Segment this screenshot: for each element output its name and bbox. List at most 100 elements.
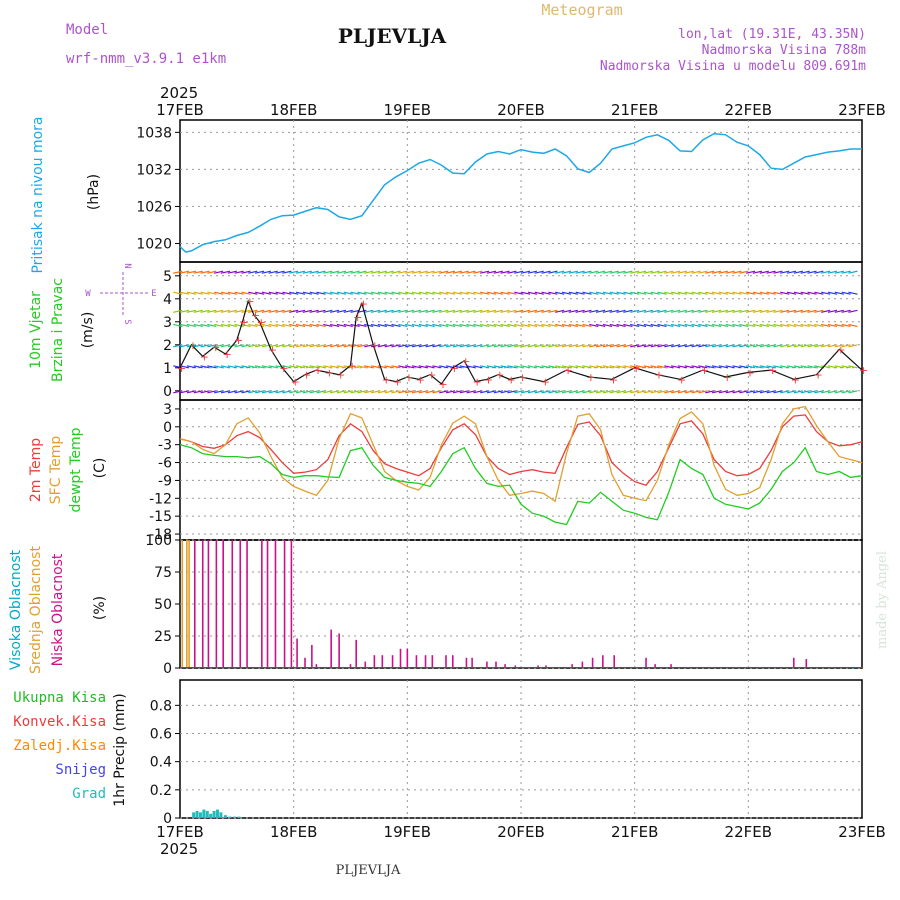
wind-barb-arrow xyxy=(623,309,633,313)
wind-speed-marker: + xyxy=(859,364,868,377)
wind-barb-arrow xyxy=(643,365,653,369)
wind-barb-arrow xyxy=(677,323,688,327)
wind-barb-arrow xyxy=(555,270,565,274)
y-tick-label: 1038 xyxy=(136,125,172,141)
wind-barb-arrow xyxy=(582,270,592,274)
wind-barb-arrow xyxy=(268,365,278,369)
wind-barb-arrow xyxy=(486,365,497,369)
compass-east: E xyxy=(151,289,156,299)
wind-barb-arrow xyxy=(677,270,688,274)
wind-barb-arrow xyxy=(746,365,756,369)
wind-barb-arrow xyxy=(405,344,415,348)
wind-barb-arrow xyxy=(364,291,374,295)
wind-barb-arrow xyxy=(445,309,456,313)
wind-barb-arrow xyxy=(807,390,817,394)
wind-barb-arrow xyxy=(459,344,469,348)
wind-barb-arrow xyxy=(732,365,742,369)
wind-barb-arrow xyxy=(548,291,558,295)
wind-barb-arrow xyxy=(309,270,319,274)
y-tick-label: 0.4 xyxy=(150,755,172,771)
wind-barb-arrow xyxy=(589,365,599,369)
wind-barb-arrow xyxy=(220,390,231,394)
wind-barb-arrow xyxy=(200,390,210,394)
y-tick-label: 2 xyxy=(163,338,172,354)
wind-barb-arrow xyxy=(254,365,265,369)
wind-speed-marker: + xyxy=(222,348,231,361)
wind-barb-arrow xyxy=(486,344,497,348)
wind-barb-arrow xyxy=(814,344,824,348)
wind-barb-arrow xyxy=(227,270,237,274)
wind-barb-arrow xyxy=(834,309,844,313)
wind-speed-marker: + xyxy=(234,334,243,347)
wind-barb-arrow xyxy=(289,390,299,394)
wind-barb-arrow xyxy=(473,323,483,327)
model-label: Model xyxy=(66,22,108,38)
compass-north: N xyxy=(122,263,132,268)
wind-barb-arrow xyxy=(323,344,333,348)
wind-barb-arrow xyxy=(179,291,190,295)
wind-barb-arrow xyxy=(602,344,613,348)
y-tick-label: -12 xyxy=(149,491,172,507)
wind-barb-arrow xyxy=(500,291,510,295)
wind-barb-arrow xyxy=(186,270,197,274)
wind-barb-arrow xyxy=(173,291,183,295)
wind-barb-arrow xyxy=(507,390,517,394)
lonlat-text: lon,lat (19.31E, 43.35N) xyxy=(678,27,866,42)
wind-barb-arrow xyxy=(841,344,851,348)
precip-panel-frame xyxy=(179,679,863,819)
wind-barb-arrow xyxy=(186,323,197,327)
wind-barb-arrow xyxy=(186,390,197,394)
wind-barb-arrow xyxy=(316,291,326,295)
wind-barb-arrow xyxy=(343,291,353,295)
wind-barb-arrow xyxy=(309,390,319,394)
wind-barb-arrow xyxy=(357,344,367,348)
y-tick-label: 1020 xyxy=(136,236,172,252)
wind-barb-arrow xyxy=(705,390,715,394)
wind-barb-arrow xyxy=(330,365,340,369)
wind-barb-arrow xyxy=(432,270,442,274)
wind-barb-arrow xyxy=(807,365,817,369)
wind-barb-arrow xyxy=(350,390,360,394)
wind-axis-label: 10m Vjetar xyxy=(28,291,44,369)
wind-barb-arrow xyxy=(568,309,578,313)
wind-barb-arrow xyxy=(261,291,272,295)
wind-speed-marker: + xyxy=(836,343,845,356)
wind-speed-marker: + xyxy=(200,350,209,363)
wind-barb-arrow xyxy=(602,323,613,327)
wind-barb-arrow xyxy=(370,344,381,348)
wind-speed-marker: + xyxy=(302,369,311,382)
wind-barb-arrow xyxy=(746,390,756,394)
wind-barb-arrow xyxy=(718,365,729,369)
wind-barb-arrow xyxy=(780,323,790,327)
wind-barb-arrow xyxy=(241,270,251,274)
wind-barb-arrow xyxy=(493,270,503,274)
wind-barb-arrow xyxy=(302,344,312,348)
wind-speed-marker: + xyxy=(563,364,572,377)
wind-barb-arrow xyxy=(514,291,524,295)
wind-speed-marker: + xyxy=(268,343,277,356)
wind-barb-arrow xyxy=(732,291,742,295)
wind-speed-marker: + xyxy=(291,376,300,389)
temperature-panel-frame xyxy=(179,399,863,541)
wind-barb-arrow xyxy=(377,390,388,394)
wind-barb-arrow xyxy=(425,390,435,394)
wind-barb-arrow xyxy=(582,344,592,348)
wind-barb-arrow xyxy=(541,309,551,313)
precip-bar xyxy=(192,812,196,818)
wind-speed-marker: + xyxy=(791,373,800,386)
wind-barb-arrow xyxy=(630,291,640,295)
wind-barb-arrow xyxy=(459,309,469,313)
wind-speed-marker: + xyxy=(359,297,368,310)
wind-barb-arrow xyxy=(691,323,701,327)
wind-barb-arrow xyxy=(330,323,340,327)
y-tick-label: 5 xyxy=(163,269,172,285)
wind-barb-arrow xyxy=(705,291,715,295)
wind-barb-arrow xyxy=(350,270,360,274)
wind-barb-arrow xyxy=(527,270,538,274)
wind-barb-arrow xyxy=(445,291,456,295)
wind-barb-arrow xyxy=(725,323,735,327)
wind-speed-marker: + xyxy=(257,316,266,329)
wind-barb-arrow xyxy=(309,291,319,295)
wind-barb-arrow xyxy=(705,365,715,369)
wind-barb-arrow xyxy=(623,291,633,295)
